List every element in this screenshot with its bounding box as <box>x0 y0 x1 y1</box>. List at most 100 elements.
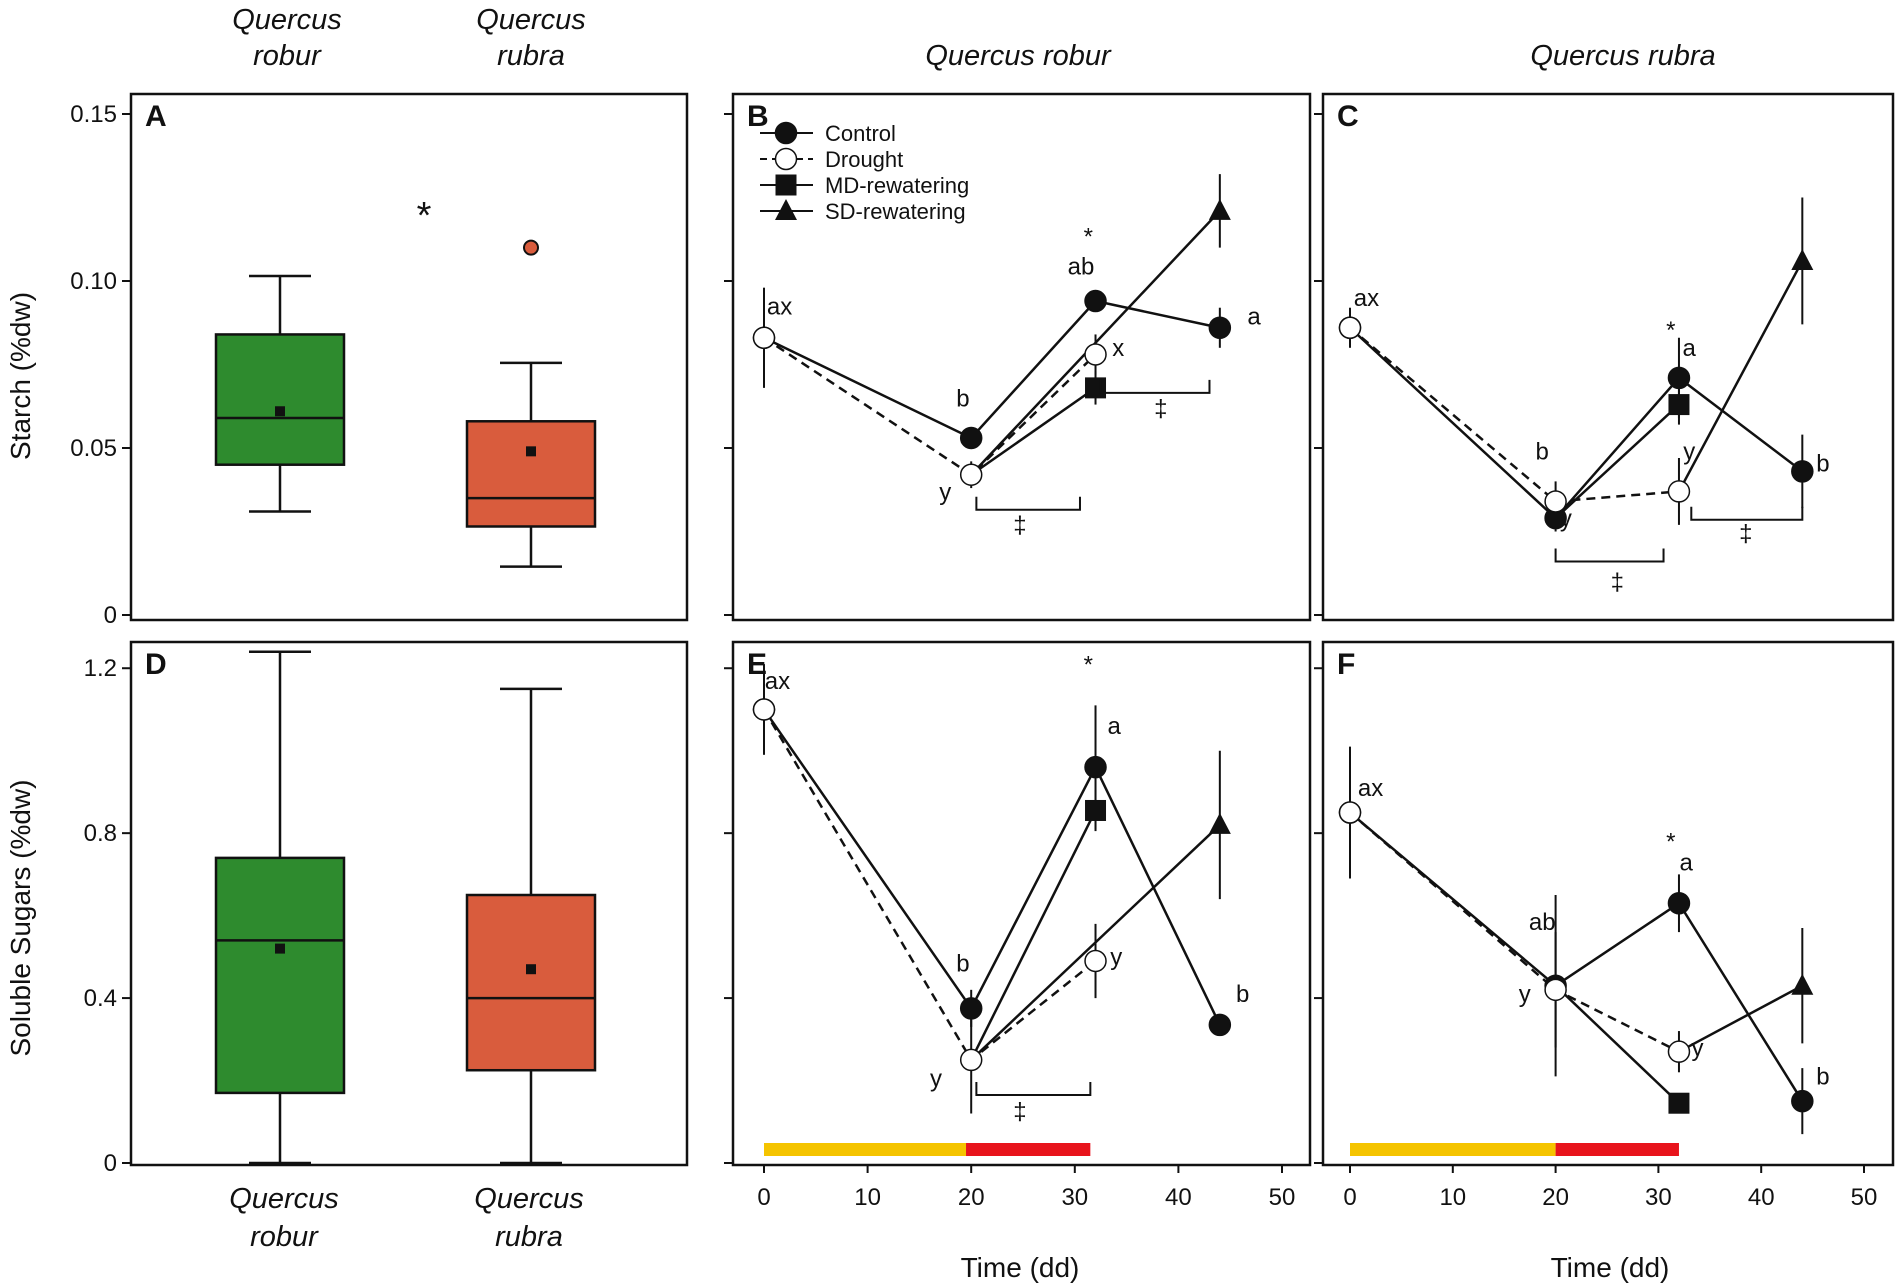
significance-bracket <box>1554 548 1665 563</box>
marker-drought <box>1544 490 1567 513</box>
panel-label: B <box>747 100 769 133</box>
letter-label: ax <box>1354 285 1379 312</box>
outlier-point <box>523 239 539 256</box>
letter-label: b <box>1816 450 1829 477</box>
letter-label: a <box>1683 335 1697 362</box>
x-tick-label: 0 <box>1343 1184 1356 1211</box>
y-tick-label: 1.2 <box>84 655 117 682</box>
column-title-rubra: Quercus rubra <box>1530 40 1715 72</box>
letter-label: b <box>1816 1064 1829 1091</box>
marker-drought <box>1084 343 1107 366</box>
marker-md-rewatering <box>1668 394 1690 416</box>
x-tick-label: 20 <box>958 1184 985 1211</box>
legend-label: SD-rewatering <box>825 199 966 224</box>
y-tick-label: 0 <box>104 602 117 629</box>
marker-control <box>1667 891 1691 915</box>
dagger-label: ‡ <box>1154 395 1167 422</box>
marker-control <box>1084 755 1107 779</box>
dagger-label: ‡ <box>1739 521 1752 548</box>
panel-e: E 0 10 20 30 40 50 ax b y * a y b ‡ <box>724 640 1312 1211</box>
legend-label: MD-rewatering <box>825 173 969 198</box>
marker-drought <box>1667 480 1691 503</box>
marker-sd-rewatering <box>1208 198 1231 220</box>
letter-label: ab <box>1529 909 1556 936</box>
letter-label: y <box>1683 439 1695 466</box>
header-a-rubra-line1: Quercus <box>476 4 586 36</box>
panel-frame <box>129 640 689 1167</box>
significance-bracket <box>975 496 1081 511</box>
x-label-rubra-line1: Quercus <box>474 1183 584 1215</box>
letter-label: y <box>1560 505 1572 532</box>
column-title-robur: Quercus robur <box>925 40 1112 72</box>
letter-label: y <box>1110 944 1122 971</box>
panel-c: Cax b y * a y b ‡ ‡ <box>1314 92 1895 622</box>
box-mean-marker <box>526 964 536 975</box>
y-tick-label: 0.8 <box>84 820 117 847</box>
series-line-md-rewatering <box>1554 984 1680 1105</box>
marker-sd-rewatering <box>1208 812 1231 834</box>
x-tick-label: 50 <box>1851 1184 1878 1211</box>
x-tick-label: 40 <box>1748 1184 1775 1211</box>
panel-frame <box>731 92 1312 622</box>
panel-label: F <box>1337 648 1355 681</box>
panel-label: E <box>747 648 767 681</box>
phase-bar-yellow <box>1350 1143 1556 1156</box>
y-tick-label: 0.4 <box>84 985 117 1012</box>
marker-control <box>1791 1089 1814 1113</box>
series-line-md-rewatering <box>1554 403 1680 520</box>
significance-bracket <box>1099 379 1211 394</box>
legend-label: Control <box>825 121 896 146</box>
series-line-sd-rewatering <box>1677 260 1804 493</box>
series-line-control <box>763 299 1221 440</box>
marker-drought <box>959 463 983 486</box>
panel-frame <box>1321 640 1895 1167</box>
letter-label: y <box>930 1066 942 1093</box>
x-tick-label: 20 <box>1542 1184 1569 1211</box>
marker-control <box>1791 460 1814 483</box>
significance-asterisk: * <box>1084 651 1093 678</box>
marker-md-rewatering <box>1085 799 1107 821</box>
marker-md-rewatering <box>775 174 797 196</box>
marker-md-rewatering <box>1668 1092 1690 1114</box>
letter-label: ax <box>767 293 792 320</box>
series-line-drought <box>1349 326 1680 503</box>
y-tick-label: 0 <box>104 1150 117 1177</box>
panel-f: F 0 10 20 30 40 50 ax ab y *a y b <box>1314 640 1895 1211</box>
marker-drought <box>1544 978 1567 1002</box>
letter-label: y <box>1519 981 1531 1008</box>
x-label-rubra-line2: rubra <box>495 1221 563 1253</box>
significance-asterisk: * <box>1666 829 1675 856</box>
box-iqr <box>214 333 346 466</box>
panel-label: A <box>145 100 167 133</box>
panel-d: D 0 0.4 0.8 1.2 <box>84 640 689 1177</box>
x-tick-label: 30 <box>1645 1184 1672 1211</box>
significance-asterisk: * <box>1666 317 1675 344</box>
legend-label: Drought <box>825 147 903 172</box>
marker-drought <box>752 326 776 350</box>
box-iqr <box>214 856 346 1095</box>
box-mean-marker <box>275 943 285 954</box>
marker-sd-rewatering <box>1791 973 1814 995</box>
header-a-robur-line2: robur <box>253 40 322 72</box>
y-tick-label: 0.05 <box>70 435 117 462</box>
significance-bracket <box>975 1081 1092 1096</box>
header-a-robur-line1: Quercus <box>232 4 342 36</box>
box-iqr <box>465 893 597 1072</box>
x-label-robur-line2: robur <box>250 1221 319 1253</box>
box-mean-marker <box>526 446 536 457</box>
panel-frame <box>129 92 689 622</box>
x-tick-label: 50 <box>1269 1184 1296 1211</box>
x-tick-label: 10 <box>1439 1184 1466 1211</box>
dagger-label: ‡ <box>1013 1099 1026 1126</box>
series-line-sd-rewatering <box>1678 984 1803 1053</box>
letter-label: y <box>939 479 951 506</box>
series-line-drought <box>762 708 1097 1062</box>
marker-drought <box>959 1048 983 1072</box>
x-tick-label: 0 <box>757 1184 770 1211</box>
series-line-control <box>762 708 1221 1026</box>
x-tick-label: 30 <box>1061 1184 1088 1211</box>
y-axis-label-starch: Starch (%dw) <box>5 292 36 460</box>
marker-sd-rewatering <box>1791 248 1814 270</box>
panel-b: Bax b y * ab x a ‡ ‡ ControlDroughtMD-rewateringS… <box>724 92 1312 622</box>
